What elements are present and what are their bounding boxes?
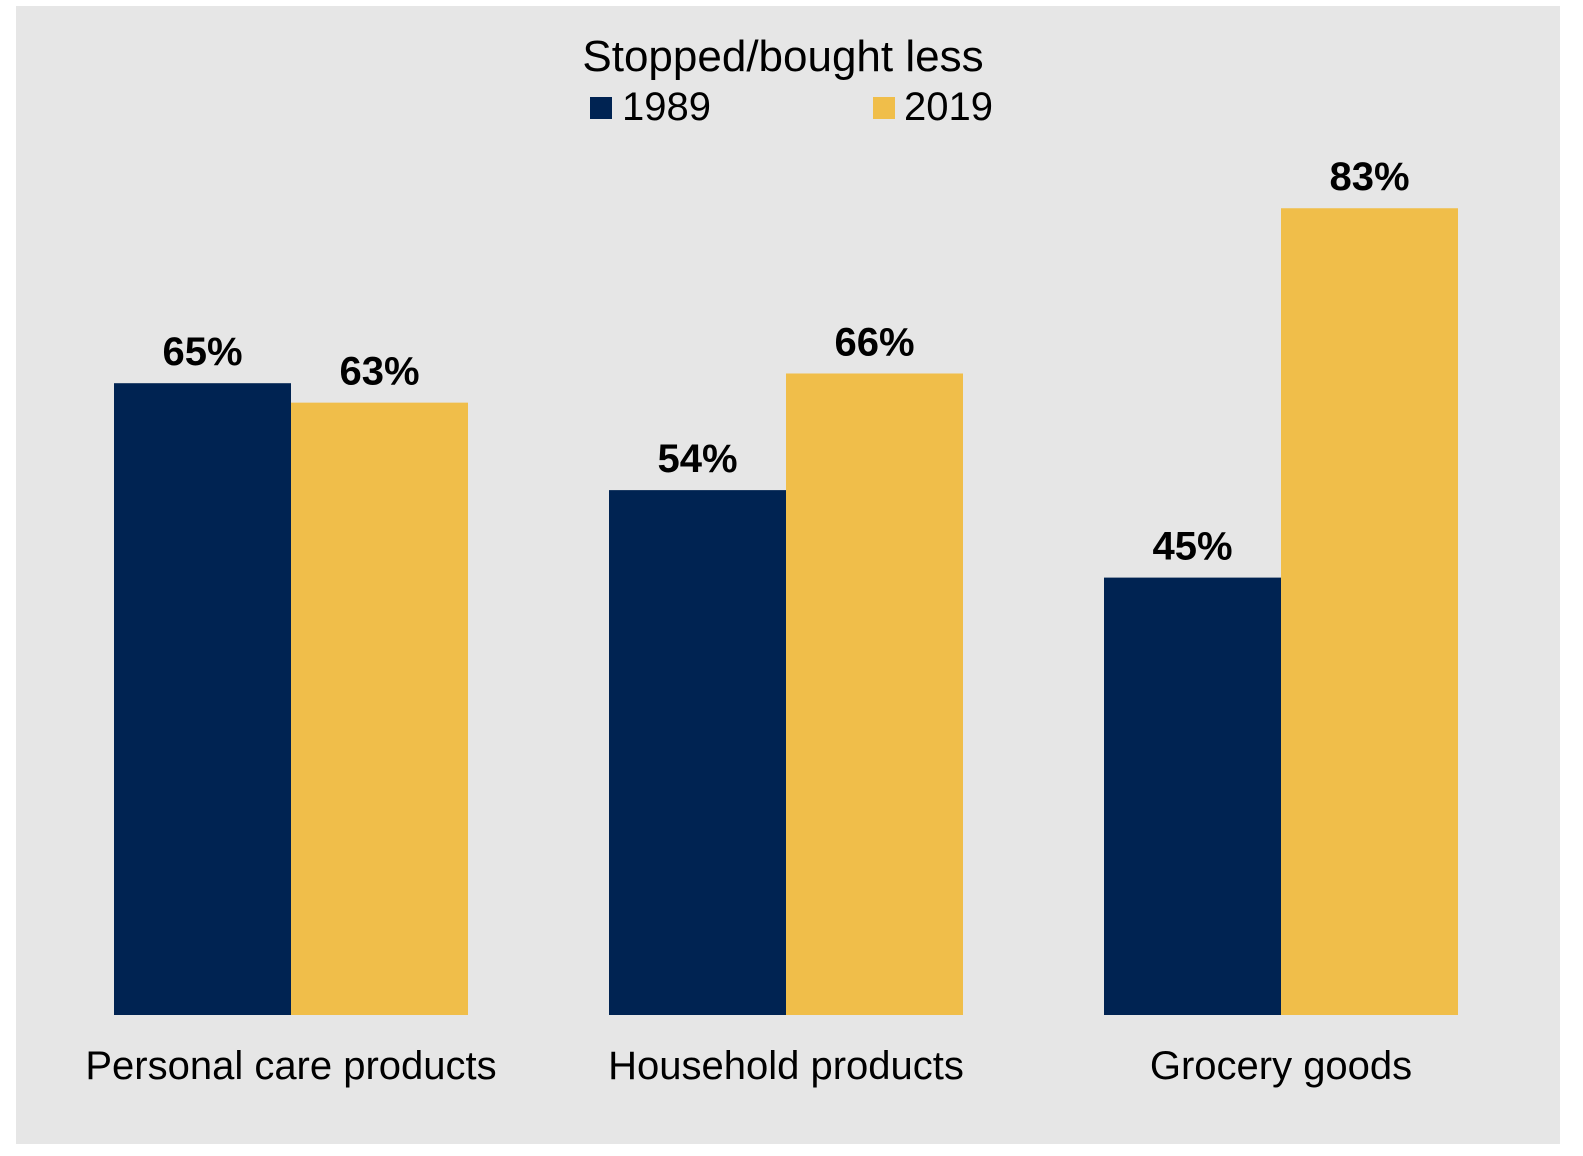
value-labels-group: 65% 63% 54% 66% 45% 83% (162, 155, 1409, 568)
value-label-2019-personal-care-products: 63% (339, 350, 419, 394)
value-label-2019-household-products: 66% (834, 320, 914, 364)
legend-label-2019: 2019 (904, 85, 993, 129)
category-labels-group: Personal care products Household products… (85, 1044, 1412, 1088)
legend: 1989 2019 (590, 85, 993, 129)
value-label-1989-personal-care-products: 65% (162, 330, 242, 374)
bar-1989-household-products (609, 490, 786, 1015)
bar-2019-personal-care-products (291, 402, 468, 1015)
legend-label-1989: 1989 (622, 85, 711, 129)
value-label-1989-grocery-goods: 45% (1152, 525, 1232, 569)
category-label-household-products: Household products (608, 1044, 964, 1088)
bar-2019-grocery-goods (1281, 208, 1458, 1016)
category-label-grocery-goods: Grocery goods (1150, 1044, 1412, 1088)
bar-1989-grocery-goods (1104, 577, 1281, 1015)
legend-swatch-2019 (873, 97, 895, 119)
bar-1989-personal-care-products (114, 383, 291, 1015)
chart-panel: Stopped/bought less 1989 2019 65% 63% 54% 6… (16, 6, 1560, 1144)
chart-title: Stopped/bought less (582, 32, 983, 81)
legend-swatch-1989 (590, 97, 612, 119)
value-label-1989-household-products: 54% (657, 437, 737, 481)
bar-2019-household-products (786, 373, 963, 1016)
value-label-2019-grocery-goods: 83% (1329, 155, 1409, 199)
bars-group (114, 208, 1458, 1016)
bar-chart: Stopped/bought less 1989 2019 65% 63%54%6… (85, 32, 1458, 1088)
category-label-personal-care-products: Personal care products (85, 1044, 496, 1088)
